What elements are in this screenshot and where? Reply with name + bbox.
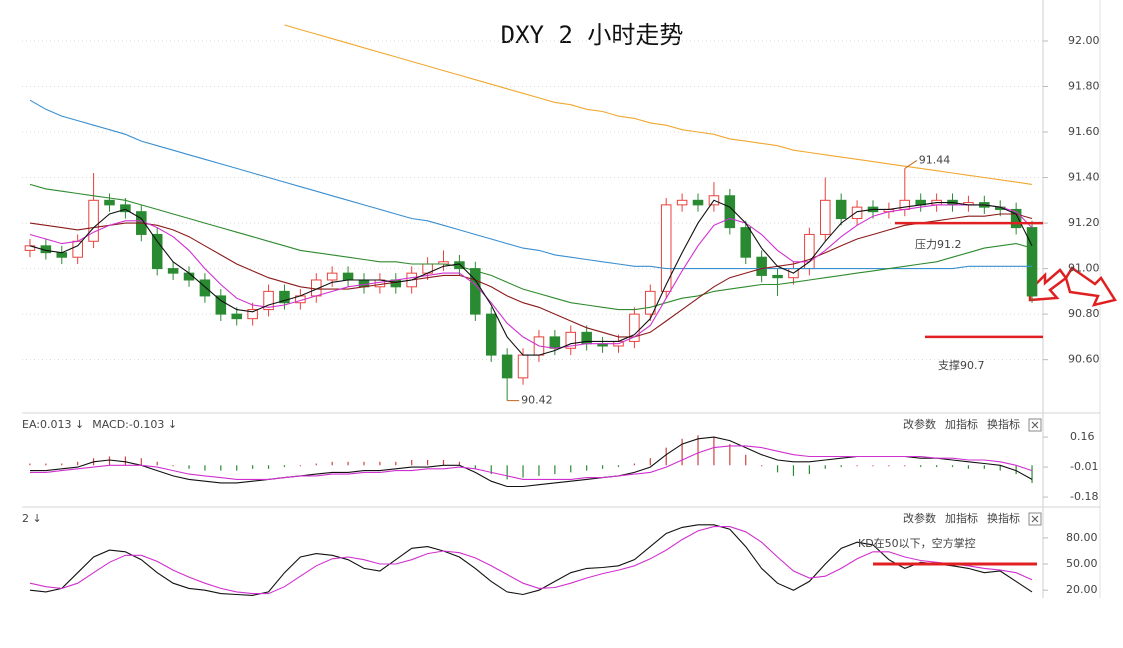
annotation-label: 91.44 [919,153,951,166]
candle-body [1026,227,1038,297]
candle-body [724,195,736,229]
indicator-line [29,204,1033,349]
toolbar-button[interactable]: 换指标 [987,511,1020,525]
candle-body [565,331,577,349]
candle-body [24,245,36,251]
candle-body [342,272,354,281]
indicator-header: 2 ↓ [22,512,42,525]
y-tick-label: 91.80 [1068,79,1100,92]
candle-body [56,252,68,258]
arrow-icon [1064,266,1117,307]
candle-body [692,199,704,206]
level-label: KD在50以下，空方掌控 [858,536,976,550]
toolbar-button[interactable]: 换指标 [987,417,1020,431]
y-tick-label: 50.00 [1066,557,1098,570]
y-tick-label: -0.01 [1070,460,1098,473]
toolbar-button[interactable]: 改参数 [903,511,936,525]
candle-body [326,272,338,281]
candle-body [819,199,831,235]
indicator-line [29,524,1033,596]
candle-body [231,313,243,320]
candle-body [247,309,258,320]
candle-body [740,227,752,258]
toolbar-button[interactable]: 改参数 [903,417,936,431]
candle-body [263,290,274,311]
y-tick-label: 92.00 [1068,34,1100,47]
y-tick-label: 91.40 [1068,171,1100,184]
candle-body [645,290,656,315]
y-tick-label: -0.18 [1070,490,1098,503]
y-tick-label: 80.00 [1066,531,1098,544]
y-tick-label: 91.20 [1068,216,1100,229]
level-label: 支撑90.7 [938,358,985,372]
candle-body [676,199,688,206]
candle-body [756,256,767,276]
candle-body [835,199,847,220]
indicator-line [29,526,1033,595]
candle-body [549,336,561,349]
chart-title: DXY 2 小时走势 [501,21,684,49]
candle-body [772,274,783,279]
annotation-label: 90.42 [521,394,553,407]
y-tick-label: 20.00 [1066,583,1098,596]
y-tick-label: 91.00 [1068,262,1100,275]
y-tick-label: 90.60 [1068,353,1100,366]
level-label: 压力91.2 [915,238,962,251]
toolbar-button[interactable]: 加指标 [945,417,978,431]
indicator-line [29,213,1033,338]
candle-body [72,240,83,258]
candle-body [279,290,290,304]
candle-body [485,313,497,356]
candle-body [120,204,131,213]
candle-body [88,199,99,242]
candle-body [501,354,513,379]
candle-body [199,279,211,297]
candle-body [660,204,672,292]
candle-body [104,199,115,206]
y-tick-label: 0.16 [1070,430,1095,443]
candle-body [215,295,227,315]
candle-body [629,313,640,342]
candle-body [167,268,179,274]
y-tick-label: 91.60 [1068,125,1100,138]
toolbar-button[interactable]: 加指标 [945,511,978,525]
indicator-line [29,183,1033,311]
annotation-pointer [904,160,918,169]
close-icon [1031,515,1039,523]
indicator-line [30,445,1033,480]
candle-body [470,268,481,315]
indicator-line [29,199,1033,356]
indicator-header: MACD:-0.103 ↓ [92,418,177,431]
candle-body [517,354,529,379]
candle-body [804,233,815,270]
candle-body [151,233,163,270]
y-tick-label: 90.80 [1068,307,1100,320]
close-icon [1031,421,1039,429]
candle-body [1010,208,1022,229]
indicator-line [29,99,1032,270]
indicator-header: EA:0.013 ↓ [22,418,84,431]
candle-body [851,206,863,220]
